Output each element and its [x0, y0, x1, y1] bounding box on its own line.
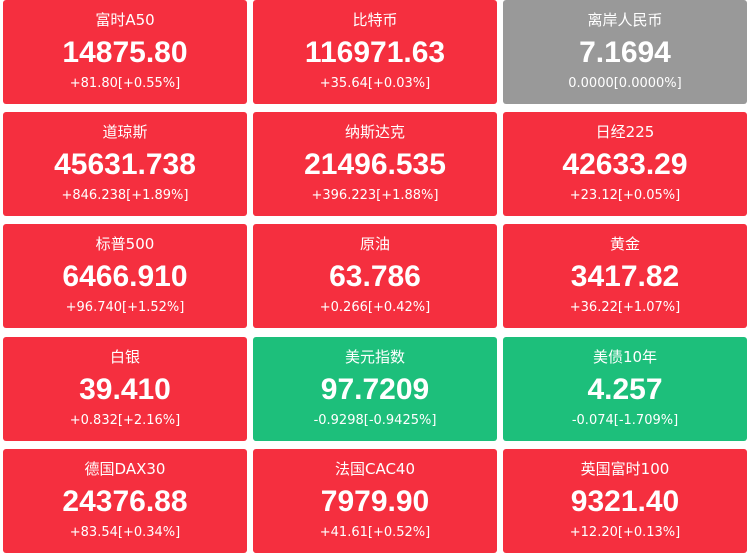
tile-price: 24376.88	[62, 484, 188, 518]
tile-name: 美元指数	[344, 347, 405, 366]
tile-change: +23.12[+0.05%]	[569, 188, 681, 204]
tile-change: -0.9298[-0.9425%]	[313, 412, 437, 428]
tile-name: 黄金	[609, 235, 640, 254]
market-tile[interactable]: 纳斯达克 21496.535 +396.223[+1.88%]	[253, 112, 497, 217]
tile-name: 德国DAX30	[84, 459, 166, 478]
tile-change: +41.61[+0.52%]	[319, 524, 431, 540]
tile-price: 45631.738	[54, 148, 196, 182]
tile-name: 原油	[359, 235, 390, 254]
tile-name: 比特币	[352, 11, 398, 29]
market-tile[interactable]: 黄金 3417.82 +36.22[+1.07%]	[503, 224, 747, 329]
tile-name: 日经225	[595, 123, 655, 142]
tile-name: 离岸人民币	[587, 11, 663, 29]
tile-change: +81.80[+0.55%]	[69, 76, 181, 91]
tile-price: 6466.910	[62, 260, 188, 294]
tile-price: 39.410	[79, 372, 171, 406]
market-tile[interactable]: 富时A50 14875.80 +81.80[+0.55%]	[3, 0, 247, 104]
tile-name: 法国CAC40	[334, 459, 416, 478]
market-tile[interactable]: 比特币 116971.63 +35.64[+0.03%]	[253, 0, 497, 104]
tile-price: 7979.90	[320, 484, 430, 518]
market-tile[interactable]: 离岸人民币 7.1694 0.0000[0.0000%]	[503, 0, 747, 104]
market-tile[interactable]: 标普500 6466.910 +96.740[+1.52%]	[3, 224, 247, 329]
tile-change: -0.074[-1.709%]	[571, 412, 679, 428]
tile-name: 道琼斯	[102, 123, 148, 142]
tile-name: 标普500	[95, 235, 155, 254]
tile-change: +396.223[+1.88%]	[311, 188, 439, 204]
tile-price: 21496.535	[304, 148, 446, 182]
market-tile[interactable]: 德国DAX30 24376.88 +83.54[+0.34%]	[3, 448, 247, 553]
tile-price: 116971.63	[304, 36, 446, 69]
tile-name: 富时A50	[95, 11, 155, 29]
tile-price: 7.1694	[579, 36, 671, 69]
tile-change: +0.266[+0.42%]	[319, 300, 431, 316]
tile-name: 英国富时100	[580, 459, 670, 478]
tile-price: 4.257	[587, 372, 663, 406]
tile-name: 纳斯达克	[344, 123, 405, 142]
tile-price: 63.786	[329, 260, 421, 294]
tile-name: 美债10年	[592, 347, 658, 366]
tile-name: 白银	[109, 347, 140, 366]
market-tile[interactable]: 白银 39.410 +0.832[+2.16%]	[3, 336, 247, 441]
tile-change: +846.238[+1.89%]	[61, 188, 189, 204]
market-tile[interactable]: 日经225 42633.29 +23.12[+0.05%]	[503, 112, 747, 217]
tile-price: 97.7209	[320, 372, 430, 406]
tile-change: +83.54[+0.34%]	[69, 524, 181, 540]
tile-change: +12.20[+0.13%]	[569, 524, 681, 540]
tile-price: 9321.40	[570, 484, 680, 518]
market-tile[interactable]: 原油 63.786 +0.266[+0.42%]	[253, 224, 497, 329]
tile-change: 0.0000[0.0000%]	[568, 76, 682, 91]
tile-change: +0.832[+2.16%]	[69, 412, 181, 428]
tile-change: +96.740[+1.52%]	[65, 300, 185, 316]
tile-price: 3417.82	[570, 260, 680, 294]
tile-change: +35.64[+0.03%]	[319, 76, 431, 91]
market-tile[interactable]: 美债10年 4.257 -0.074[-1.709%]	[503, 336, 747, 441]
market-tile[interactable]: 道琼斯 45631.738 +846.238[+1.89%]	[3, 112, 247, 217]
tile-price: 42633.29	[562, 148, 688, 182]
market-tile[interactable]: 法国CAC40 7979.90 +41.61[+0.52%]	[253, 448, 497, 553]
market-tile[interactable]: 英国富时100 9321.40 +12.20[+0.13%]	[503, 448, 747, 553]
tile-price: 14875.80	[62, 36, 188, 69]
tile-change: +36.22[+1.07%]	[569, 300, 681, 316]
market-tile[interactable]: 美元指数 97.7209 -0.9298[-0.9425%]	[253, 336, 497, 441]
